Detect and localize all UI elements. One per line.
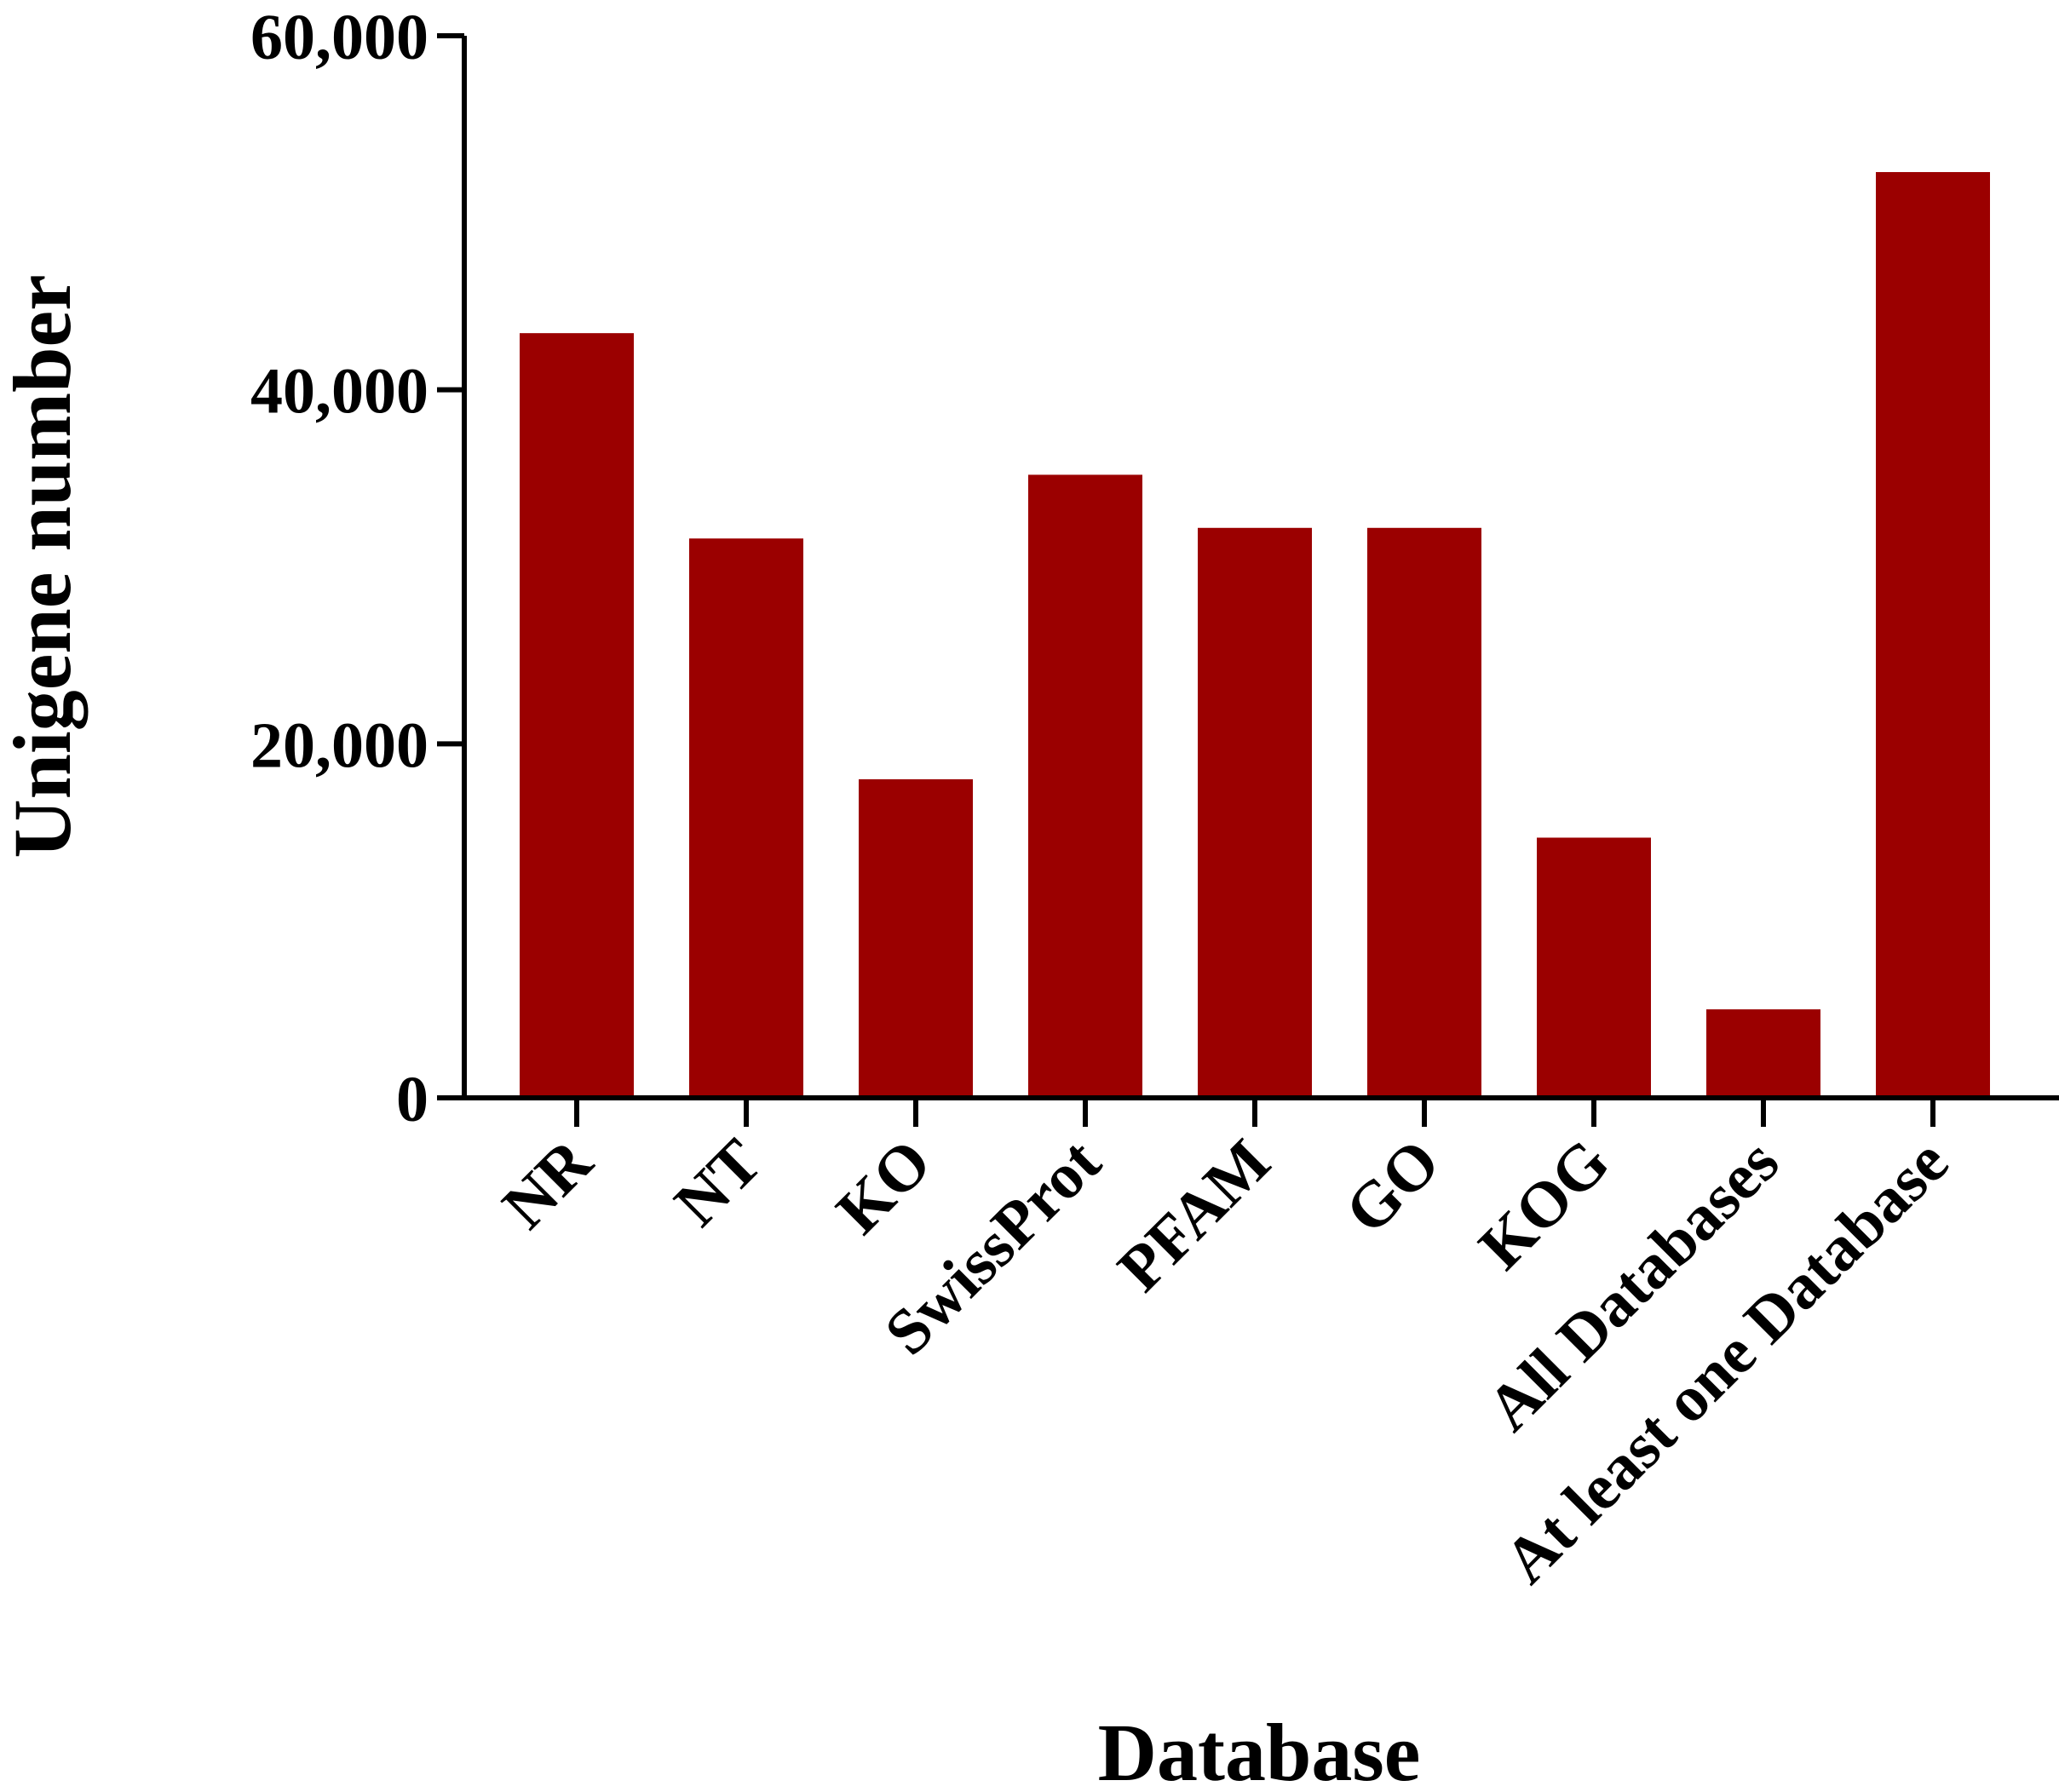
bar-swissprot: [1028, 474, 1142, 1098]
y-axis-title: Unigene number: [0, 274, 88, 858]
bar-kog: [1537, 837, 1651, 1098]
x-tick-label: PFAM: [1104, 1126, 1284, 1306]
bar-pfam: [1198, 527, 1312, 1098]
x-tick-label: KOG: [1465, 1126, 1623, 1284]
y-tick-label: 60,000: [250, 2, 428, 73]
bar-go: [1367, 527, 1481, 1098]
x-tick-label: GO: [1331, 1126, 1453, 1248]
bar-nt: [689, 538, 803, 1098]
bar-nr: [520, 333, 634, 1098]
x-tick-label: NT: [661, 1126, 775, 1240]
x-axis-title: Database: [1098, 1707, 1421, 1788]
axes-layer: [439, 36, 2059, 1100]
y-tick-label: 0: [396, 1064, 428, 1135]
bar-all-databases: [1706, 1009, 1820, 1098]
y-ticks-layer: 0 20,000 40,000 60,000: [250, 2, 464, 1135]
bars-layer: [520, 172, 1990, 1099]
x-tick-label: NR: [489, 1125, 607, 1243]
y-tick-label: 40,000: [250, 356, 428, 428]
bar-at-least-one-database: [1876, 172, 1990, 1099]
y-tick-label: 20,000: [250, 709, 428, 781]
bar-ko: [859, 778, 973, 1098]
x-tick-label: All Databases: [1474, 1126, 1792, 1445]
x-tick-label: KO: [823, 1126, 945, 1248]
